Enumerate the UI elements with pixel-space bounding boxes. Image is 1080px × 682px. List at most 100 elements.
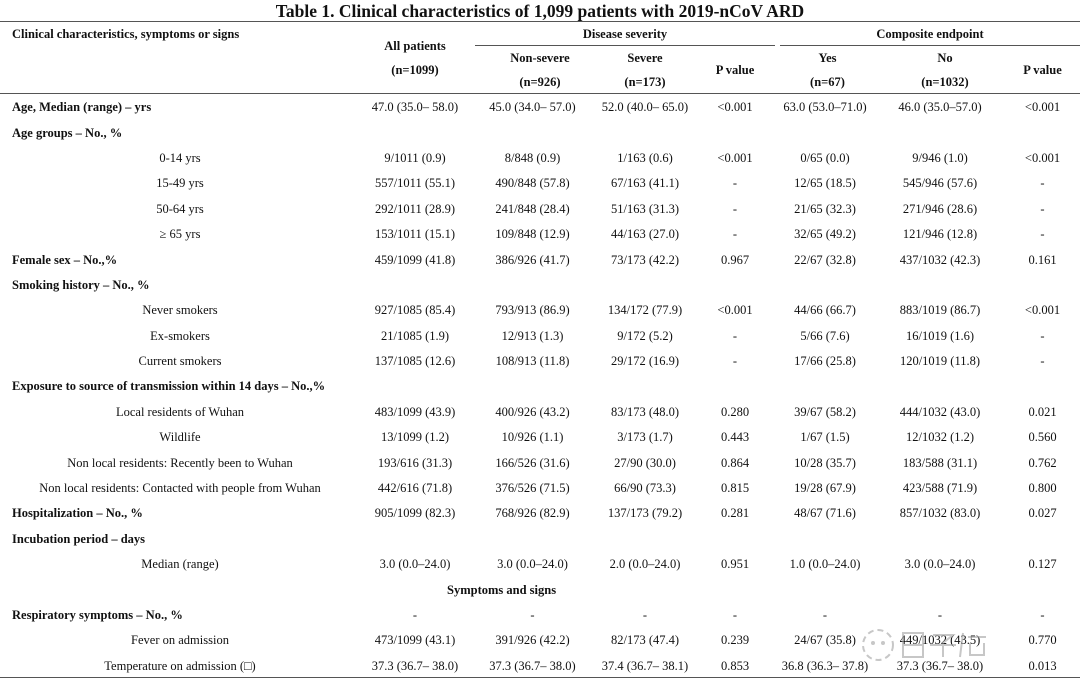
cell-p-value-composite: 0.013 — [1028, 658, 1057, 673]
cell-non-severe: 108/913 (11.8) — [495, 354, 570, 369]
cell-severe: 27/90 (30.0) — [614, 455, 676, 470]
table-row: Smoking history – No., % — [0, 273, 1080, 298]
cell-p-value-severity — [695, 374, 775, 399]
cell-severe: 37.4 (36.7– 38.1) — [601, 658, 689, 673]
cell-composite-no — [875, 120, 1005, 145]
cell-non-severe: 386/926 (41.7) — [495, 252, 570, 267]
table-title: Table 1. Clinical characteristics of 1,0… — [275, 1, 805, 21]
cell-p-value-composite: - — [1040, 176, 1045, 191]
cell-p-value-severity: 0.443 — [720, 430, 750, 445]
row-label: Wildlife — [159, 430, 201, 445]
row-label: Exposure to source of transmission withi… — [12, 379, 326, 394]
cell-composite-yes: 10/28 (35.7) — [794, 455, 856, 470]
cell-p-value-severity: 0.853 — [720, 658, 750, 673]
cell-composite-no: 271/946 (28.6) — [902, 201, 978, 216]
cell-p-value-composite: 0.127 — [1028, 557, 1057, 572]
cell-all-patients: 9/1011 (0.9) — [384, 150, 446, 165]
table-row: Temperature on admission (□) 37.3 (36.7– … — [0, 654, 1080, 679]
cell-all-patients: 153/1011 (15.1) — [374, 227, 456, 242]
cell-p-value-severity: - — [732, 608, 738, 622]
header-rule — [0, 93, 1080, 94]
cell-non-severe: 109/848 (12.9) — [495, 227, 570, 242]
cell-all-patients: - — [412, 608, 418, 622]
cell-severe: 83/173 (48.0) — [610, 404, 680, 419]
table-row: Fever on admission 473/1099 (43.1) 391/926… — [0, 628, 1080, 653]
cell-all-patients: 927/1085 (85.4) — [374, 303, 456, 318]
cell-p-value-composite: <0.001 — [1024, 303, 1061, 318]
cell-p-value-severity: - — [732, 227, 738, 242]
cell-p-value-composite: <0.001 — [1024, 150, 1061, 165]
table-row: Age, Median (range) – yrs 47.0 (35.0– 58.… — [0, 95, 1080, 120]
header-severe: Severe — [627, 51, 663, 65]
table-row: Respiratory symptoms – No., % - - - - - - - — [0, 603, 1080, 628]
row-label: 15-49 yrs — [156, 176, 204, 191]
cell-composite-yes: 39/67 (58.2) — [794, 404, 856, 419]
cell-non-severe: 12/913 (1.3) — [501, 328, 564, 343]
row-label: Median (range) — [141, 557, 219, 572]
cell-severe — [595, 120, 695, 145]
cell-composite-no: 9/946 (1.0) — [912, 150, 968, 165]
watermark-logo-icon — [862, 629, 986, 661]
cell-composite-yes: 48/67 (71.6) — [794, 506, 856, 521]
header-yes: Yes — [818, 51, 837, 65]
cell-non-severe — [470, 374, 595, 399]
top-rule — [0, 21, 1080, 22]
composite-rule — [780, 45, 1080, 46]
cell-composite-yes: 32/65 (49.2) — [794, 227, 856, 242]
row-label: Never smokers — [142, 303, 218, 318]
cell-composite-no: 857/1032 (83.0) — [899, 506, 981, 521]
cell-composite-no: 16/1019 (1.6) — [905, 328, 975, 343]
cell-composite-yes: 24/67 (35.8) — [794, 633, 856, 648]
cell-p-value-composite: - — [1040, 328, 1045, 343]
cell-composite-yes: 36.8 (36.3– 37.8) — [781, 658, 869, 673]
header-characteristic: Clinical characteristics, symptoms or si… — [12, 27, 240, 41]
cell-p-value-severity: <0.001 — [717, 150, 753, 165]
cell-p-value-severity: 0.815 — [720, 481, 750, 496]
cell-severe: 3/173 (1.7) — [617, 430, 673, 445]
cell-p-value-composite: 0.161 — [1028, 252, 1057, 267]
row-label: Age groups – No., % — [12, 125, 123, 140]
clinical-characteristics-table: Age, Median (range) – yrs 47.0 (35.0– 58.… — [0, 95, 1080, 679]
cell-composite-no: 3.0 (0.0–24.0) — [904, 557, 976, 572]
cell-composite-yes — [775, 527, 875, 552]
cell-severe — [595, 374, 695, 399]
cell-all-patients: 137/1085 (12.6) — [374, 354, 456, 369]
table-row: Hospitalization – No., % 905/1099 (82.3) 7… — [0, 501, 1080, 526]
table-row: ≥ 65 yrs 153/1011 (15.1) 109/848 (12.9) 44/… — [0, 222, 1080, 247]
cell-all-patients: 292/1011 (28.9) — [374, 201, 456, 216]
table-row: 0-14 yrs 9/1011 (0.9) 8/848 (0.9) 1/163 (0.… — [0, 146, 1080, 171]
cell-non-severe — [470, 120, 595, 145]
cell-all-patients: 483/1099 (43.9) — [374, 404, 456, 419]
header-severe-n: (n=173) — [624, 75, 666, 89]
cell-non-severe: 37.3 (36.7– 38.0) — [489, 658, 576, 673]
cell-non-severe: 400/926 (43.2) — [495, 404, 570, 419]
cell-composite-yes: 19/28 (67.9) — [794, 481, 856, 496]
cell-non-severe — [470, 527, 595, 552]
cell-all-patients: 3.0 (0.0–24.0) — [379, 557, 451, 572]
cell-composite-no: 12/1032 (1.2) — [905, 430, 975, 445]
cell-all-patients: 13/1099 (1.2) — [380, 430, 450, 445]
cell-p-value-severity: <0.001 — [717, 303, 753, 318]
header-all-patients: All patients — [384, 39, 446, 53]
cell-p-value-composite: 0.800 — [1028, 481, 1057, 496]
table-row: Non local residents: Contacted with peop… — [0, 476, 1080, 501]
cell-composite-yes: 1.0 (0.0–24.0) — [789, 557, 861, 572]
cell-composite-yes — [775, 273, 875, 298]
cell-all-patients: 905/1099 (82.3) — [374, 506, 456, 521]
table-row: Wildlife 13/1099 (1.2) 10/926 (1.1) 3/173 (… — [0, 425, 1080, 450]
cell-p-value-severity: 0.239 — [720, 633, 750, 648]
header-non-severe: Non-severe — [510, 51, 570, 65]
row-label: Non local residents: Contacted with peop… — [39, 481, 321, 496]
cell-severe: 82/173 (47.4) — [610, 633, 680, 648]
cell-severe: 29/172 (16.9) — [610, 354, 680, 369]
cell-p-value-severity — [695, 527, 775, 552]
cell-composite-yes: - — [822, 608, 828, 622]
cell-all-patients: 21/1085 (1.9) — [380, 328, 450, 343]
cell-composite-yes: 21/65 (32.3) — [794, 201, 856, 216]
cell-composite-yes: 63.0 (53.0–71.0) — [783, 100, 867, 115]
cell-p-value-composite: - — [1040, 608, 1045, 622]
bottom-rule — [0, 677, 1080, 678]
cell-severe: 44/163 (27.0) — [610, 227, 680, 242]
table-row: 15-49 yrs 557/1011 (55.1) 490/848 (57.8) 67… — [0, 171, 1080, 196]
cell-all-patients — [360, 374, 470, 399]
